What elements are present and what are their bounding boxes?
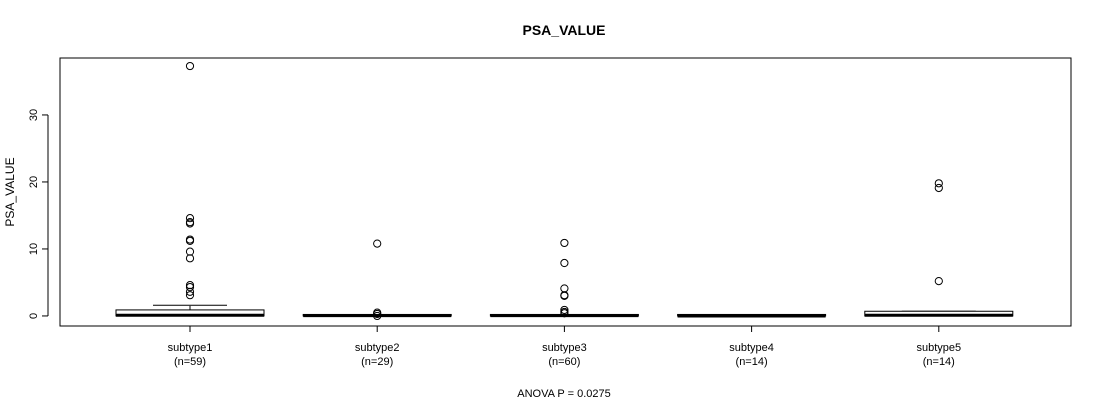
box-subtype1: [115, 61, 265, 317]
outlier-point: [934, 277, 943, 286]
category-name-label: subtype1: [168, 342, 213, 354]
y-tick-label: 10: [28, 243, 40, 255]
y-axis: 0 10 20 30: [28, 109, 49, 319]
outlier-point: [185, 236, 195, 246]
outlier-point: [560, 258, 569, 268]
category-n-label: (n=14): [736, 356, 768, 368]
outlier-point: [560, 305, 569, 315]
outlier-point: [560, 291, 569, 300]
outlier-point: [934, 183, 943, 193]
category-n-label: (n=14): [923, 356, 955, 368]
outlier-point: [185, 281, 195, 290]
outlier-point: [185, 247, 195, 256]
outlier-point: [185, 61, 195, 71]
category-name-label: subtype4: [729, 342, 774, 354]
category-name-label: subtype3: [542, 342, 587, 354]
chart-title: PSA_VALUE: [523, 22, 606, 38]
box-subtype3: [489, 238, 639, 318]
outlier-point: [185, 219, 195, 228]
plot-frame: [59, 57, 1072, 327]
outlier-point: [560, 284, 569, 293]
box-subtype2: [302, 239, 452, 321]
anova-footer: ANOVA P = 0.0275: [517, 388, 610, 400]
outlier-point: [373, 239, 382, 248]
category-name-label: subtype5: [916, 342, 961, 354]
outlier-point: [185, 287, 195, 296]
outlier-point: [560, 309, 569, 318]
box-subtype5: [864, 179, 1014, 317]
category-n-label: (n=29): [361, 356, 393, 368]
y-axis-label: PSA_VALUE: [3, 157, 17, 226]
outlier-point: [934, 179, 943, 188]
category-n-label: (n=59): [174, 356, 206, 368]
category-labels: subtype1 (n=59) subtype2 (n=29) subtype3 (n=6…: [168, 325, 961, 368]
outlier-point: [560, 238, 569, 248]
box-series: [115, 61, 1014, 321]
category-name-label: subtype2: [355, 342, 400, 354]
category-n-label: (n=60): [548, 356, 580, 368]
outlier-point: [185, 291, 195, 300]
outlier-point: [373, 311, 382, 321]
y-tick-label: 20: [28, 176, 40, 188]
box-subtype4: [677, 313, 827, 318]
outlier-point: [185, 283, 195, 292]
outlier-point: [373, 309, 382, 319]
outlier-point: [185, 214, 195, 223]
y-tick-label: 0: [28, 313, 40, 319]
outlier-point: [185, 254, 195, 263]
y-tick-label: 30: [28, 109, 40, 121]
